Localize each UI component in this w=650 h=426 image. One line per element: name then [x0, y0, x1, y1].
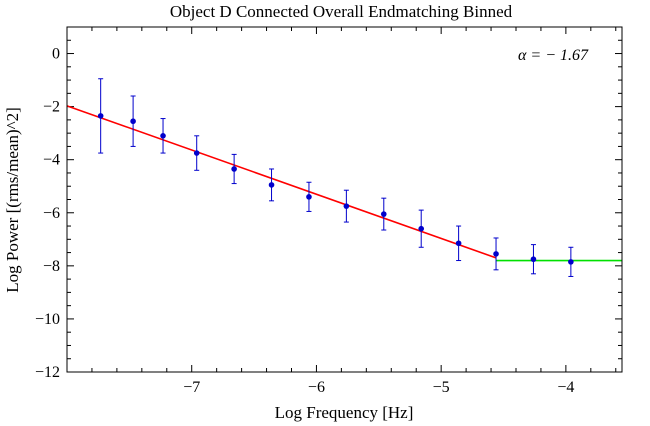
fit-line [66, 105, 497, 259]
data-point [231, 166, 237, 172]
data-point [97, 113, 104, 119]
data-point [306, 194, 312, 200]
data-point [455, 240, 462, 247]
data-points [97, 113, 574, 265]
y-tick-label: −2 [43, 99, 60, 116]
data-point [130, 118, 136, 125]
alpha-annotation: α = − 1.67 [518, 47, 589, 64]
tick-labels: −7 −6 −5 −4 0 −2 −4 −6 −8 −10 −12 [35, 46, 574, 396]
data-point [343, 203, 350, 209]
y-tick-label: −6 [43, 205, 60, 222]
y-tick-label: −10 [35, 311, 60, 328]
y-axis-label: Log Power [(rms/mean)^2] [3, 107, 22, 292]
tick-marks [66, 26, 622, 373]
x-axis-label: Log Frequency [Hz] [275, 403, 414, 422]
fit-lines [66, 105, 622, 262]
chart-title: Object D Connected Overall Endmatching B… [170, 2, 513, 21]
data-point [193, 150, 200, 156]
data-point [268, 182, 275, 188]
error-bars [98, 78, 574, 277]
plot-frame [66, 26, 623, 373]
data-point [568, 259, 574, 265]
y-tick-label: −4 [43, 152, 60, 169]
data-point [160, 133, 166, 139]
x-tick-label: −7 [183, 379, 200, 396]
x-tick-label: −5 [433, 379, 450, 396]
y-tick-label: −12 [35, 364, 60, 381]
data-point [493, 251, 499, 257]
x-tick-label: −4 [557, 379, 574, 396]
data-point [530, 256, 537, 263]
y-tick-label: −8 [43, 258, 60, 275]
data-point [380, 211, 387, 217]
y-tick-label: 0 [52, 46, 60, 63]
x-tick-label: −6 [308, 379, 325, 396]
data-point [418, 225, 425, 232]
